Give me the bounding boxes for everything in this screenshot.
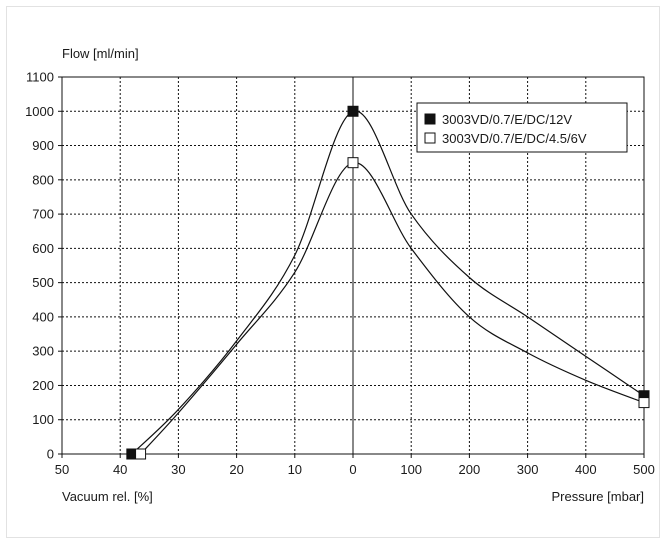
legend-box: [416, 102, 628, 153]
y-tick-label: 900: [32, 138, 54, 153]
x-axis-label-pressure: Pressure [mbar]: [552, 489, 644, 504]
axes: [58, 76, 645, 458]
series-line-1: [140, 162, 645, 455]
y-tick-label: 300: [32, 344, 54, 359]
y-tick-label: 800: [32, 172, 54, 187]
y-tick-label: 700: [32, 207, 54, 222]
y-tick-label: 500: [32, 275, 54, 290]
legend-label-12v: 3003VD/0.7/E/DC/12V: [442, 112, 572, 127]
x-tick-label-vacuum: 10: [288, 462, 302, 477]
x-tick-label-pressure: 300: [517, 462, 539, 477]
x-tick-label-vacuum: 30: [171, 462, 185, 477]
y-tick-label: 1000: [25, 104, 54, 119]
x-tick-label-vacuum: 40: [113, 462, 127, 477]
legend-marker-12v: [424, 113, 436, 125]
legend-label-6v: 3003VD/0.7/E/DC/4.5/6V: [442, 131, 587, 146]
series-marker-1: [638, 397, 650, 409]
y-tick-label: 600: [32, 241, 54, 256]
x-axis-label-vacuum: Vacuum rel. [%]: [62, 489, 153, 504]
x-tick-label-pressure: 500: [633, 462, 655, 477]
y-tick-label: 1100: [26, 70, 54, 85]
series-markers: [126, 105, 650, 460]
x-tick-label-pressure: 200: [459, 462, 481, 477]
y-tick-label: 0: [47, 447, 54, 462]
chart-frame: [6, 6, 660, 538]
x-tick-label-vacuum: 0: [349, 462, 356, 477]
series-lines: [131, 110, 645, 455]
y-axis-label: Flow [ml/min]: [62, 46, 139, 61]
series-marker-0: [347, 105, 359, 117]
x-tick-label-pressure: 100: [400, 462, 422, 477]
y-tick-label: 100: [32, 412, 54, 427]
series-marker-1: [135, 448, 147, 460]
x-tick-label-pressure: 400: [575, 462, 597, 477]
y-tick-label: 200: [32, 378, 54, 393]
x-tick-label-vacuum: 20: [229, 462, 243, 477]
legend-marker-6v: [424, 132, 436, 144]
x-tick-label-vacuum: 50: [55, 462, 69, 477]
legend: 3003VD/0.7/E/DC/12V 3003VD/0.7/E/DC/4.5/…: [416, 102, 628, 153]
y-tick-label: 400: [32, 309, 54, 324]
series-marker-1: [347, 157, 359, 169]
series-line-0: [131, 110, 645, 455]
